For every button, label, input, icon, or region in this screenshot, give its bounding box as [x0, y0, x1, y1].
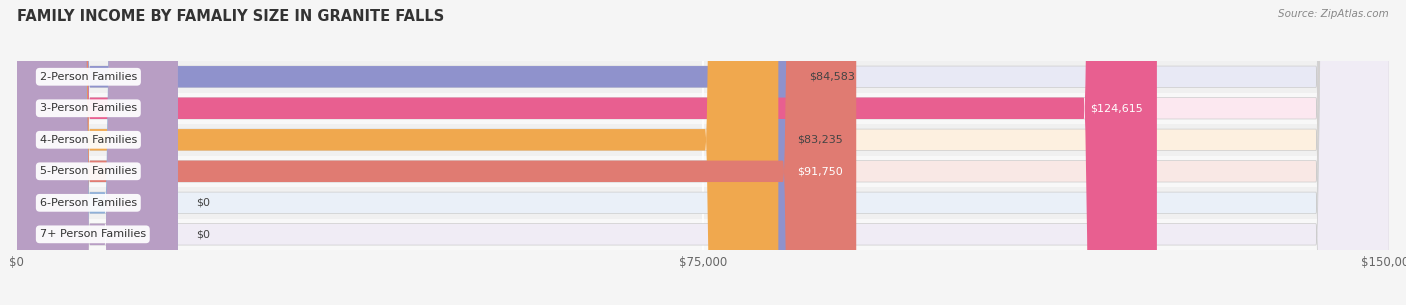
Text: 2-Person Families: 2-Person Families [39, 72, 136, 82]
FancyBboxPatch shape [17, 0, 179, 305]
Bar [17, 187, 1389, 219]
FancyBboxPatch shape [17, 0, 1389, 305]
Bar [17, 156, 1389, 187]
FancyBboxPatch shape [17, 0, 790, 305]
Text: $124,615: $124,615 [1091, 103, 1143, 113]
Text: $0: $0 [197, 198, 209, 208]
Bar [17, 219, 1389, 250]
Text: $0: $0 [197, 229, 209, 239]
FancyBboxPatch shape [17, 0, 1389, 305]
FancyBboxPatch shape [17, 0, 1389, 305]
Text: Source: ZipAtlas.com: Source: ZipAtlas.com [1278, 9, 1389, 19]
Text: $91,750: $91,750 [797, 166, 842, 176]
Text: 3-Person Families: 3-Person Families [39, 103, 136, 113]
FancyBboxPatch shape [17, 0, 179, 305]
Text: 4-Person Families: 4-Person Families [39, 135, 136, 145]
FancyBboxPatch shape [17, 0, 779, 305]
FancyBboxPatch shape [17, 0, 1157, 305]
FancyBboxPatch shape [17, 0, 1389, 305]
Bar [17, 61, 1389, 92]
Text: 6-Person Families: 6-Person Families [39, 198, 136, 208]
Bar [17, 92, 1389, 124]
FancyBboxPatch shape [17, 0, 1389, 305]
Text: $83,235: $83,235 [797, 135, 842, 145]
Text: $84,583: $84,583 [808, 72, 855, 82]
Text: FAMILY INCOME BY FAMALIY SIZE IN GRANITE FALLS: FAMILY INCOME BY FAMALIY SIZE IN GRANITE… [17, 9, 444, 24]
FancyBboxPatch shape [17, 0, 1389, 305]
Text: 5-Person Families: 5-Person Families [39, 166, 136, 176]
Text: 7+ Person Families: 7+ Person Families [39, 229, 146, 239]
Bar [17, 124, 1389, 156]
FancyBboxPatch shape [17, 0, 856, 305]
